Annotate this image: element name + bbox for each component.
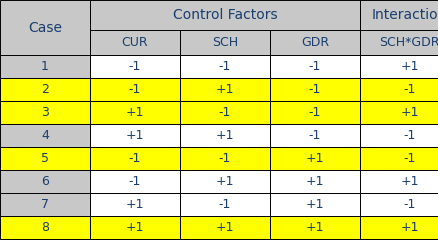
Text: +1: +1 <box>125 221 144 234</box>
Text: -1: -1 <box>128 60 141 73</box>
Text: +1: +1 <box>399 221 418 234</box>
Text: +1: +1 <box>125 198 144 211</box>
Bar <box>359 78 438 101</box>
Bar <box>90 193 180 216</box>
Text: -1: -1 <box>308 129 321 142</box>
Text: -1: -1 <box>128 83 141 96</box>
Bar <box>359 193 438 216</box>
Text: 1: 1 <box>41 60 49 73</box>
Bar <box>0 101 90 124</box>
Text: -1: -1 <box>218 106 231 119</box>
Text: 8: 8 <box>41 221 49 234</box>
Bar <box>269 216 359 239</box>
Text: +1: +1 <box>399 60 418 73</box>
Text: 7: 7 <box>41 198 49 211</box>
Bar <box>0 216 90 239</box>
Bar <box>90 101 180 124</box>
Text: 5: 5 <box>41 152 49 165</box>
Bar <box>359 55 438 78</box>
Text: +1: +1 <box>399 175 418 188</box>
Bar <box>0 78 90 101</box>
Text: 2: 2 <box>41 83 49 96</box>
Bar <box>90 147 180 170</box>
Text: -1: -1 <box>218 60 231 73</box>
Text: -1: -1 <box>308 83 321 96</box>
Bar <box>180 170 269 193</box>
Text: Case: Case <box>28 20 62 34</box>
Text: +1: +1 <box>215 221 234 234</box>
Text: -1: -1 <box>218 152 231 165</box>
Bar <box>359 170 438 193</box>
Text: -1: -1 <box>403 198 415 211</box>
Bar <box>0 193 90 216</box>
Bar <box>0 55 90 78</box>
Bar <box>269 55 359 78</box>
Text: -1: -1 <box>403 83 415 96</box>
Text: -1: -1 <box>218 198 231 211</box>
Bar <box>180 216 269 239</box>
Text: +1: +1 <box>305 152 324 165</box>
Bar <box>0 0 90 55</box>
Text: +1: +1 <box>125 129 144 142</box>
Text: +1: +1 <box>305 175 324 188</box>
Bar <box>269 170 359 193</box>
Bar <box>90 0 359 30</box>
Bar <box>90 30 180 55</box>
Text: +1: +1 <box>305 221 324 234</box>
Text: -1: -1 <box>128 175 141 188</box>
Text: GDR: GDR <box>300 36 328 49</box>
Bar <box>269 124 359 147</box>
Bar <box>0 170 90 193</box>
Text: +1: +1 <box>399 106 418 119</box>
Bar <box>180 124 269 147</box>
Text: +1: +1 <box>215 175 234 188</box>
Bar <box>269 147 359 170</box>
Text: Control Factors: Control Factors <box>172 8 277 22</box>
Bar <box>90 216 180 239</box>
Bar <box>359 216 438 239</box>
Text: -1: -1 <box>403 152 415 165</box>
Bar <box>359 124 438 147</box>
Text: +1: +1 <box>125 106 144 119</box>
Text: 4: 4 <box>41 129 49 142</box>
Text: 6: 6 <box>41 175 49 188</box>
Text: SCH*GDR: SCH*GDR <box>378 36 438 49</box>
Bar <box>0 124 90 147</box>
Bar <box>269 193 359 216</box>
Bar <box>180 30 269 55</box>
Bar <box>180 55 269 78</box>
Bar <box>359 30 438 55</box>
Text: -1: -1 <box>128 152 141 165</box>
Bar <box>359 0 438 30</box>
Text: CUR: CUR <box>121 36 148 49</box>
Text: -1: -1 <box>403 129 415 142</box>
Bar <box>0 147 90 170</box>
Bar <box>269 30 359 55</box>
Bar <box>359 101 438 124</box>
Bar <box>269 78 359 101</box>
Text: +1: +1 <box>305 198 324 211</box>
Bar <box>269 101 359 124</box>
Text: +1: +1 <box>215 83 234 96</box>
Text: +1: +1 <box>215 129 234 142</box>
Bar <box>90 55 180 78</box>
Text: Interaction: Interaction <box>371 8 438 22</box>
Bar <box>359 147 438 170</box>
Bar <box>90 124 180 147</box>
Bar <box>180 193 269 216</box>
Text: -1: -1 <box>308 60 321 73</box>
Bar <box>180 147 269 170</box>
Bar <box>90 170 180 193</box>
Text: -1: -1 <box>308 106 321 119</box>
Bar <box>180 78 269 101</box>
Text: SCH: SCH <box>212 36 237 49</box>
Bar <box>90 78 180 101</box>
Text: 3: 3 <box>41 106 49 119</box>
Bar <box>180 101 269 124</box>
